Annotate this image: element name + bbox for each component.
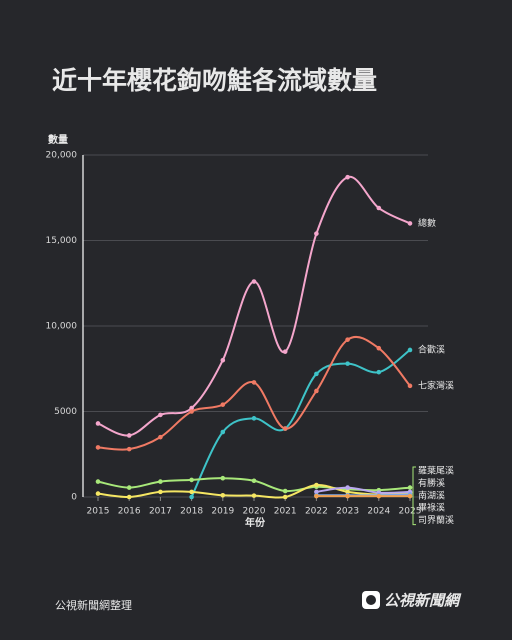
x-tick-label: 2021: [274, 507, 297, 517]
marker: [251, 478, 257, 484]
y-tick-label: 10,000: [46, 322, 78, 332]
x-tick-label: 2015: [87, 507, 110, 517]
marker: [314, 493, 319, 499]
x-axis-title: 年份: [245, 516, 266, 529]
marker: [376, 345, 382, 351]
marker: [376, 369, 382, 375]
line: [97, 176, 411, 437]
marker: [407, 221, 413, 226]
marker: [126, 433, 132, 438]
marker: [282, 426, 288, 431]
x-tick-label: 2025: [399, 507, 422, 517]
marker: [407, 347, 413, 353]
logo-text: 公視新聞網: [384, 592, 462, 610]
legend-label: 司界蘭溪: [418, 514, 454, 526]
x-tick-label: 2024: [367, 507, 390, 517]
marker: [282, 349, 288, 354]
marker: [407, 485, 413, 490]
marker: [189, 477, 194, 483]
y-tick-label: 0: [71, 493, 77, 503]
marker: [345, 361, 350, 366]
marker: [251, 493, 257, 498]
legend-label: 有勝溪: [418, 477, 445, 489]
x-tick-label: 2018: [180, 507, 203, 517]
marker: [345, 489, 350, 495]
marker: [314, 231, 319, 236]
legend-label: 七家灣溪: [418, 379, 454, 391]
marker: [345, 493, 350, 499]
marker: [189, 489, 194, 495]
x-tick-label: 2020: [243, 507, 266, 517]
marker: [220, 357, 226, 363]
marker: [314, 388, 319, 394]
marker: [95, 479, 101, 484]
marker: [126, 446, 132, 452]
x-tick-label: 2016: [118, 507, 141, 517]
line: [316, 486, 411, 494]
legend-bracket: [412, 466, 416, 526]
marker: [251, 279, 257, 284]
legend-label: 南湖溪: [418, 489, 445, 501]
chart-title: 近十年櫻花鉤吻鮭各流域數量: [52, 66, 377, 95]
y-tick-label: 15,000: [46, 236, 78, 246]
legend-label: 總數: [418, 217, 436, 229]
marker: [407, 493, 413, 499]
marker: [158, 479, 163, 484]
marker: [95, 421, 101, 426]
legend-label: 畢祿溪: [418, 502, 445, 514]
marker: [251, 380, 257, 385]
marker: [158, 489, 163, 495]
marker: [95, 445, 101, 450]
marker: [314, 371, 319, 377]
marker: [314, 482, 319, 488]
marker: [282, 488, 288, 494]
marker: [158, 412, 163, 418]
logo: 公視新聞網: [362, 591, 462, 610]
legend-label: 合歡溪: [418, 343, 445, 355]
marker: [220, 429, 226, 435]
marker: [126, 485, 132, 490]
plot: 0 5000 10,000 15,000 20,000 2015 2016 2017 2018 2…: [46, 151, 455, 527]
x-tick-label: 2017: [149, 507, 172, 517]
y-tick-label: 20,000: [46, 151, 78, 161]
marker: [345, 337, 350, 342]
marker: [220, 475, 226, 481]
y-tick-label: 5000: [54, 407, 77, 417]
x-tick-label: 2022: [305, 507, 328, 517]
marker: [189, 494, 194, 500]
source: 公視新聞網整理: [55, 598, 132, 612]
marker: [376, 205, 382, 211]
marker: [345, 174, 350, 180]
marker: [376, 493, 382, 499]
marker: [126, 494, 132, 500]
marker: [314, 489, 319, 495]
marker: [189, 409, 194, 414]
y-axis-title: 數量: [48, 133, 68, 146]
marker: [282, 494, 288, 500]
marker: [95, 491, 101, 496]
marker: [158, 434, 163, 440]
marker: [407, 383, 413, 389]
marker: [189, 405, 194, 411]
marker: [220, 402, 226, 407]
legend-label: 羅葉尾溪: [418, 465, 454, 477]
marker: [345, 485, 350, 490]
x-tick-label: 2023: [336, 507, 359, 517]
marker: [251, 416, 257, 421]
marker: [220, 492, 226, 498]
x-tick-label: 2019: [211, 507, 234, 517]
logo-icon-hole: [366, 595, 376, 605]
